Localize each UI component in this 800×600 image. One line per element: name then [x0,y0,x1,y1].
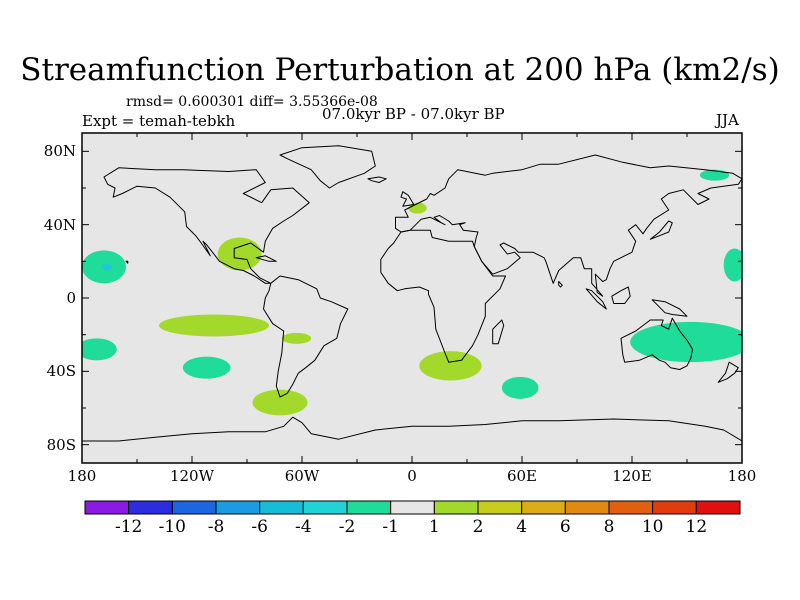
coastline-new-guinea [651,299,688,317]
anomaly-east-asia-negative [699,169,730,181]
anomaly-south-atlantic-positive [252,389,308,416]
coastline-british-isles [400,191,415,207]
coastline-new-zealand [717,361,739,383]
colorbar-label: -12 [114,517,143,537]
anomaly-australia-negative [630,321,742,363]
anomaly-southwest-pacific-negative [82,338,117,361]
colorbar-swatch [171,500,217,515]
chart-title: Streamfunction Perturbation at 200 hPa (… [20,52,780,88]
lat-label: 40N [43,215,76,234]
colorbar-swatch [652,500,697,515]
coastline-africa [380,229,506,363]
stats-text: rmsd= 0.600301 diff= 3.55366e-08 [126,94,378,110]
coastline-eurasia [395,154,742,297]
colorbar-label: 2 [472,517,484,537]
lon-label: 180 [727,467,757,485]
anomaly-core [102,263,112,271]
experiment-label: Expt = temah-tebkh [82,112,236,130]
coastline-australia [620,317,693,370]
colorbar-label: 1 [428,517,440,537]
colorbar-label: 12 [685,517,708,537]
colorbar-label: -4 [295,517,312,537]
lon-label: 180 [67,467,97,485]
colorbar-label: 4 [516,517,528,537]
colorbar-swatch [477,500,523,515]
period-label: 07.0kyr BP - 07.0kyr BP [322,105,505,123]
colorbar-swatch [608,500,654,515]
coastline-borneo [611,286,631,304]
anomaly-south-pacific-positive [159,314,269,337]
anomaly-western-europe-positive [408,202,427,214]
colorbar-swatch [215,500,261,515]
colorbar-label: -6 [251,517,268,537]
colorbar-label: -8 [207,517,225,537]
colorbar-label: -2 [338,517,356,537]
lat-label: 40S [46,362,76,381]
colorbar [84,500,741,515]
anomaly-southeast-pacific-negative [182,356,231,379]
colorbar-swatch [346,500,392,515]
map-background [82,133,742,463]
colorbar-label: 10 [641,517,664,537]
lon-label: 120E [612,467,652,485]
colorbar-label: -10 [158,517,187,537]
coastline-iceland [367,176,387,183]
coastline-layer [82,145,742,463]
coastline-cuba [255,255,277,262]
anomaly-south-indian-negative [501,376,539,399]
colorbar-swatch [84,500,130,515]
lat-label: 0 [66,289,76,307]
lat-label: 80N [43,142,76,161]
colorbar-label: 8 [603,517,615,537]
colorbar-swatch [390,500,435,515]
colorbar-swatch [128,500,173,515]
axis-ticks [81,133,743,463]
season-label: JJA [716,111,739,129]
colorbar-label: 6 [559,517,571,537]
coastline-north-america [103,167,310,284]
colorbar-swatch [564,500,610,515]
anomaly-central-america-positive [217,237,262,271]
colorbar-swatch [695,500,741,515]
colorbar-swatch [302,500,348,515]
anomaly-west-pacific-negative [723,248,742,282]
coastline-south-america [263,275,349,398]
lon-label: 60E [506,467,538,485]
lon-label: 60W [284,467,320,485]
colorbar-swatch [521,500,566,515]
coastline-sumatra [585,288,607,310]
coastline-sri-lanka [558,281,563,288]
colorbar-swatch [433,500,479,515]
colorbar-label: -1 [382,517,399,537]
anomaly-south-africa-positive [419,351,482,381]
anomaly-layer [82,169,742,416]
colorbar-swatch [259,500,304,515]
lat-label: 80S [46,435,76,454]
coastline-antarctica [82,416,742,463]
anomaly-south-america-east-positive [281,332,312,344]
coastline-japan [649,220,673,240]
lon-label: 0 [407,467,417,485]
coastline-greenland [279,145,376,189]
lon-label: 120W [169,467,215,485]
coastline-madagascar [492,319,505,345]
coastline-hawaii [125,260,129,264]
